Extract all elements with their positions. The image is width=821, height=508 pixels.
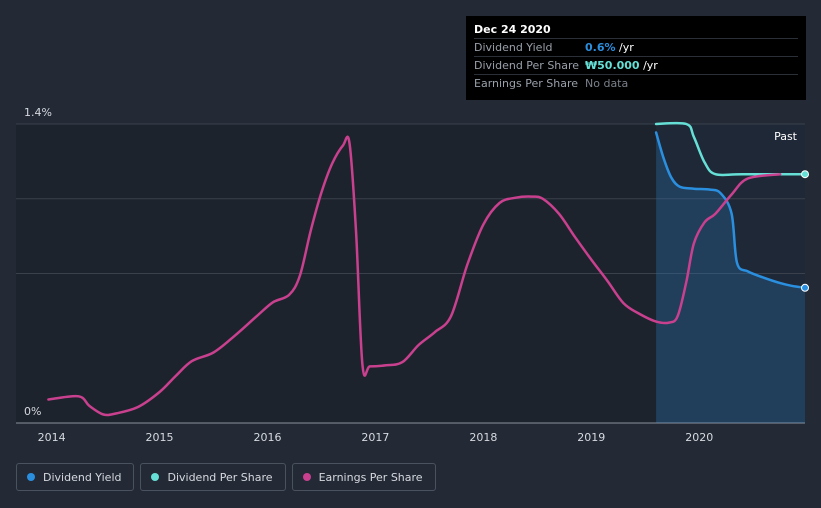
series-area-dividend-yield — [656, 132, 805, 423]
tooltip-unit: /yr — [639, 59, 658, 72]
end-marker-dividend-yield — [801, 283, 809, 292]
y-tick-label: 0% — [24, 405, 41, 418]
tooltip-label: Dividend Per Share — [474, 59, 580, 72]
end-marker-dividend-per-share — [801, 170, 809, 179]
legend-dot-icon — [302, 473, 311, 481]
tooltip-row-dividend-yield: Dividend Yield 0.6% /yr — [474, 38, 798, 56]
tooltip-value: ₩50.000 — [585, 59, 640, 72]
line-chart: 1.4% 0% 2014 2015 2016 2017 2018 2019 2020 Past — [16, 106, 809, 444]
x-tick-label: 2015 — [146, 431, 174, 444]
legend-label: Earnings Per Share — [318, 470, 423, 484]
x-tick-label: 2019 — [577, 431, 605, 444]
tooltip-row-dividend-per-share: Dividend Per Share ₩50.000 /yr — [474, 56, 798, 74]
legend-dot-icon — [151, 473, 160, 481]
tooltip-unit: /yr — [615, 41, 634, 54]
tooltip-value: No data — [585, 77, 629, 90]
tooltip-date: Dec 24 2020 — [474, 23, 551, 36]
legend-item-dividend-per-share[interactable]: Dividend Per Share — [140, 463, 286, 491]
series-line-earnings-per-share — [47, 135, 782, 417]
series-line-dividend-per-share — [654, 121, 807, 177]
past-label: Past — [774, 130, 798, 143]
legend-label: Dividend Yield — [43, 470, 122, 484]
legend-label: Dividend Per Share — [167, 470, 273, 484]
tooltip: Dec 24 2020 Dividend Yield 0.6% /yr Divi… — [466, 16, 806, 100]
tooltip-value: 0.6% — [585, 41, 616, 54]
legend-dot-icon — [27, 473, 35, 481]
y-tick-label: 1.4% — [24, 106, 52, 119]
legend-item-earnings-per-share[interactable]: Earnings Per Share — [291, 463, 436, 491]
x-tick-label: 2016 — [253, 431, 281, 444]
tooltip-label: Dividend Yield — [474, 41, 553, 54]
legend-item-dividend-yield[interactable]: Dividend Yield — [16, 463, 135, 491]
legend: Dividend Yield Dividend Per Share Earnin… — [16, 463, 436, 491]
tooltip-row-earnings-per-share: Earnings Per Share No data — [474, 74, 798, 92]
x-tick-label: 2014 — [38, 431, 66, 444]
x-tick-label: 2018 — [469, 431, 497, 444]
x-tick-label: 2020 — [685, 431, 713, 444]
tooltip-label: Earnings Per Share — [474, 77, 579, 90]
x-tick-label: 2017 — [361, 431, 389, 444]
